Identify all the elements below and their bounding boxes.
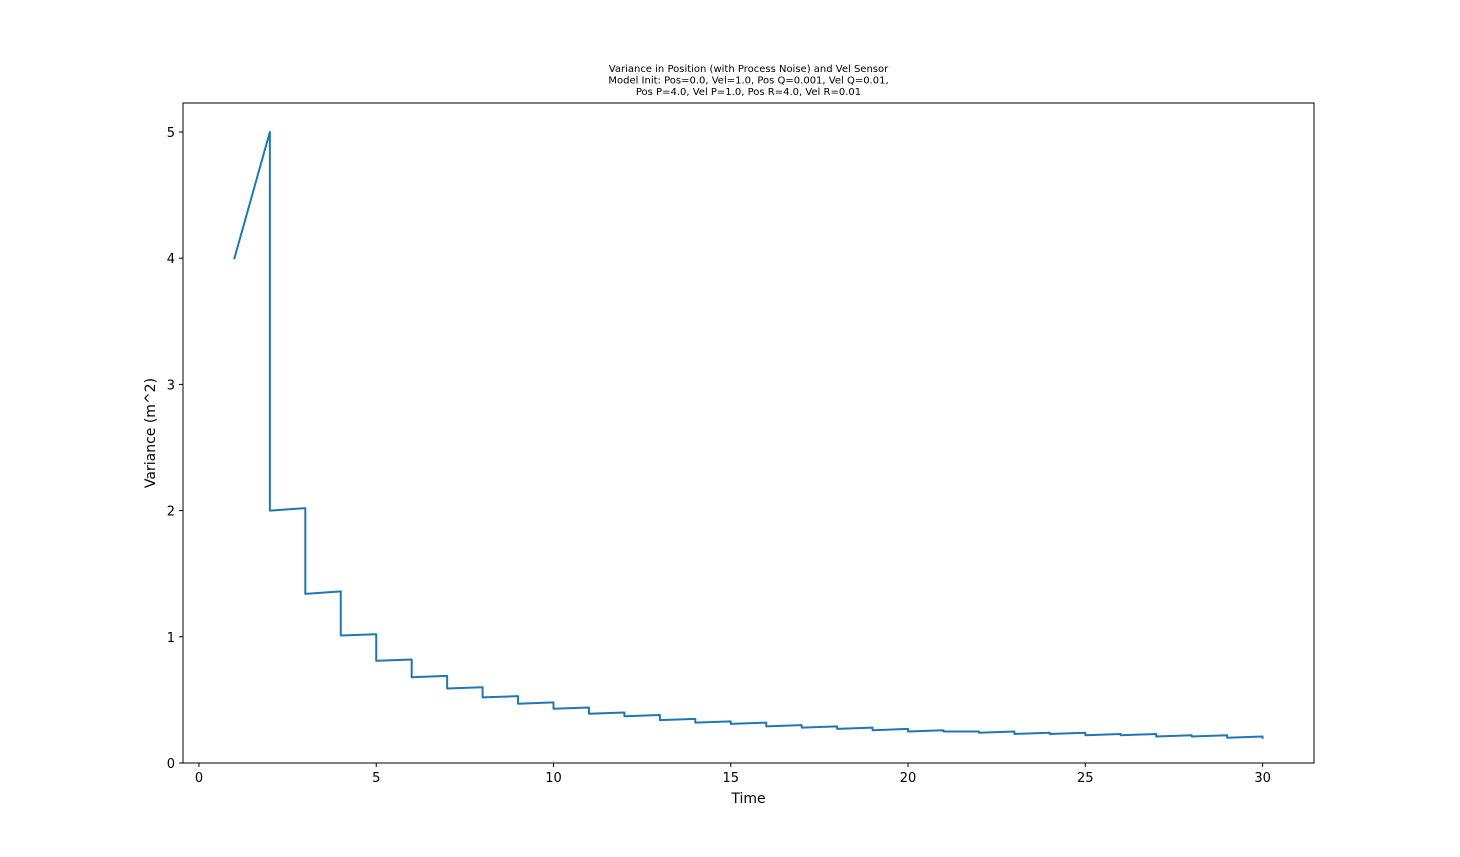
plot-area	[233, 131, 1264, 739]
axes-frame	[182, 102, 1315, 764]
y-tick-label: 0	[167, 757, 175, 772]
chart-title-line: Model Init: Pos=0.0, Vel=1.0, Pos Q=0.00…	[608, 76, 888, 87]
x-axis: 0 5 10 15 20 25 30	[195, 763, 1271, 786]
x-tick-label: 5	[372, 771, 380, 786]
x-axis-label: Time	[730, 791, 765, 807]
y-tick-label: 2	[167, 505, 175, 520]
chart-title-line: Pos P=4.0, Vel P=1.0, Pos R=4.0, Vel R=0…	[636, 87, 861, 98]
x-tick-label: 0	[195, 771, 203, 786]
y-axis-label: Variance (m^2)	[143, 378, 159, 488]
chart-title-line: Variance in Position (with Process Noise…	[609, 64, 889, 75]
x-tick-label: 25	[1077, 771, 1094, 786]
y-axis: 0 1 2 3 4 5	[167, 126, 183, 772]
chart-title: Variance in Position (with Process Noise…	[608, 64, 889, 98]
y-tick-label: 1	[167, 631, 175, 646]
y-tick-label: 3	[167, 378, 175, 393]
x-tick-label: 15	[722, 771, 739, 786]
y-tick-label: 5	[167, 126, 175, 141]
x-tick-label: 10	[545, 771, 562, 786]
series-line	[233, 131, 1264, 739]
y-tick-label: 4	[167, 252, 175, 267]
x-tick-label: 30	[1254, 771, 1271, 786]
x-tick-label: 20	[900, 771, 917, 786]
